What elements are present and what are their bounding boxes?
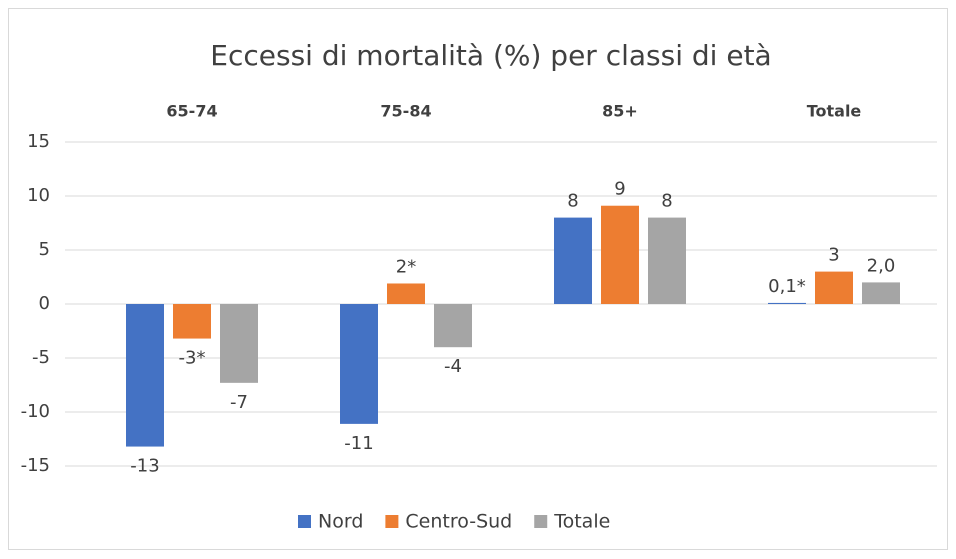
data-label: -4 (444, 356, 462, 377)
data-label: 9 (614, 179, 625, 200)
category-label: 85+ (602, 102, 638, 121)
y-tick-label: 0 (39, 293, 50, 314)
bar (173, 304, 211, 339)
y-tick-label: -5 (32, 347, 50, 368)
bar (387, 283, 425, 304)
y-tick-label: -10 (21, 401, 50, 422)
data-label: 8 (661, 191, 672, 212)
category-label: Totale (807, 102, 862, 121)
data-label: -3* (179, 348, 206, 369)
chart-title: Eccessi di mortalità (%) per classi di e… (210, 39, 771, 72)
legend-swatch (298, 515, 311, 528)
y-tick-label: 15 (27, 131, 50, 152)
category-label: 75-84 (380, 102, 431, 121)
y-tick-label: 10 (27, 185, 50, 206)
y-tick-label: 5 (39, 239, 50, 260)
bar (862, 282, 900, 304)
y-tick-label: -15 (21, 455, 50, 476)
data-label: 2* (396, 256, 416, 277)
data-label: 2,0 (867, 255, 896, 276)
legend-label: Nord (318, 511, 363, 533)
bar (554, 217, 592, 304)
bar (340, 304, 378, 424)
data-label: -13 (130, 456, 159, 477)
bar (815, 271, 853, 304)
chart-frame (8, 8, 948, 550)
legend-swatch (534, 515, 548, 528)
bar (768, 302, 806, 304)
bar (601, 205, 639, 304)
data-label: -7 (230, 392, 248, 413)
bar (434, 304, 472, 348)
data-label: 3 (828, 245, 839, 266)
data-label: 0,1* (768, 276, 806, 297)
legend-swatch (385, 515, 399, 528)
data-label: -11 (344, 433, 373, 454)
legend-label: Totale (553, 511, 610, 533)
bar (126, 304, 164, 447)
bar (220, 304, 258, 383)
bar (648, 217, 686, 304)
data-label: 8 (567, 191, 578, 212)
category-label: 65-74 (166, 102, 217, 121)
legend-label: Centro-Sud (405, 511, 512, 533)
